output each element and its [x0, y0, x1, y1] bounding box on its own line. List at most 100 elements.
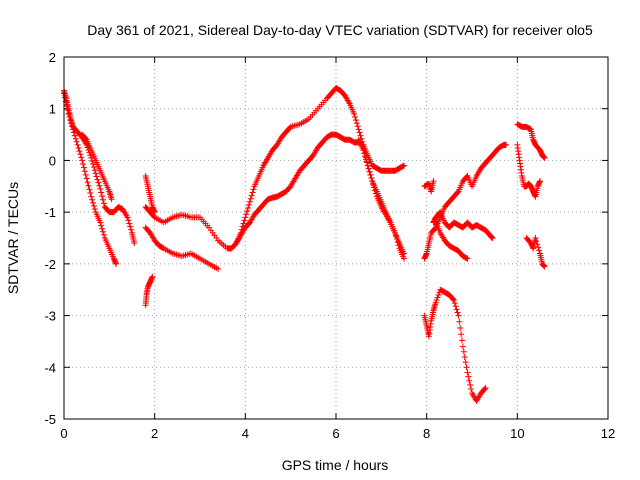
data-point — [362, 156, 369, 163]
data-point — [481, 386, 488, 393]
data-point — [100, 231, 107, 238]
data-point — [434, 294, 441, 301]
data-point — [400, 163, 407, 170]
data-point — [99, 225, 106, 232]
data-point — [69, 123, 76, 130]
data-point — [90, 199, 97, 206]
data-point — [459, 337, 466, 344]
data-point — [354, 123, 361, 130]
data-point — [76, 148, 83, 155]
data-point — [453, 306, 460, 313]
data-point — [527, 125, 534, 132]
series-arc-i — [355, 136, 407, 257]
data-point — [241, 217, 248, 224]
data-point — [466, 377, 473, 384]
data-point — [465, 373, 472, 380]
y-axis-label: SDTVAR / TECUs — [5, 182, 21, 294]
data-point — [249, 189, 256, 196]
data-point — [358, 135, 365, 142]
data-point — [63, 102, 70, 109]
y-tick-label: -4 — [44, 360, 56, 375]
data-point — [362, 153, 369, 160]
data-point — [64, 106, 71, 113]
data-point — [90, 161, 97, 168]
data-point — [435, 291, 442, 298]
data-point — [351, 110, 358, 117]
data-point — [97, 219, 104, 226]
y-tick-label: 2 — [49, 50, 56, 65]
data-point — [65, 110, 72, 117]
data-point — [94, 176, 101, 183]
data-point — [467, 381, 474, 388]
data-point — [113, 260, 120, 267]
data-point — [245, 205, 252, 212]
data-point — [401, 250, 407, 257]
data-point — [541, 263, 548, 270]
data-point — [449, 296, 456, 303]
x-tick-label: 0 — [60, 426, 67, 441]
series-arc-j — [421, 286, 489, 404]
data-point — [95, 179, 102, 186]
data-point — [92, 170, 99, 177]
data-point — [361, 150, 368, 157]
data-point — [532, 235, 539, 241]
series-arc-e — [142, 131, 407, 252]
data-point — [535, 244, 542, 251]
data-point — [96, 182, 103, 189]
data-point — [127, 223, 134, 230]
data-point — [91, 167, 98, 174]
data-point — [533, 238, 540, 245]
series-arc-q — [523, 235, 548, 270]
data-point — [536, 247, 543, 254]
series-arc-f — [142, 224, 222, 273]
data-point — [430, 178, 437, 185]
data-point — [125, 217, 132, 224]
data-point — [244, 208, 251, 215]
data-point — [98, 222, 105, 229]
y-tick-label: -3 — [44, 309, 56, 324]
data-point — [80, 164, 87, 171]
data-point — [66, 113, 73, 120]
data-point — [463, 364, 470, 371]
data-point — [99, 228, 106, 235]
data-point — [239, 223, 246, 230]
data-point — [364, 162, 371, 169]
data-point — [541, 154, 548, 161]
data-point — [360, 147, 367, 154]
y-tick-label: 0 — [49, 153, 56, 168]
data-point — [99, 196, 106, 203]
data-point — [401, 162, 407, 169]
data-point — [82, 135, 89, 142]
data-point — [432, 299, 439, 306]
data-point — [451, 300, 458, 307]
data-point — [238, 226, 245, 233]
data-point — [68, 120, 75, 127]
data-point — [61, 94, 68, 101]
data-point — [245, 201, 252, 208]
data-point — [459, 343, 466, 350]
data-point — [100, 200, 107, 207]
data-point — [368, 175, 375, 182]
data-point — [248, 192, 255, 199]
data-point — [503, 141, 509, 148]
data-point — [97, 185, 104, 192]
data-point — [81, 168, 88, 175]
data-point — [83, 175, 90, 182]
data-point — [243, 211, 250, 218]
x-tick-label: 10 — [510, 426, 524, 441]
data-point — [460, 348, 467, 355]
grid — [64, 57, 608, 419]
series-arc-k — [421, 178, 437, 195]
data-point — [537, 178, 543, 185]
data-point — [124, 214, 131, 221]
data-point — [489, 235, 496, 241]
data-point — [357, 132, 364, 139]
data-point — [433, 297, 440, 304]
data-point — [70, 129, 77, 136]
data-point — [79, 157, 86, 164]
data-point — [363, 159, 370, 166]
data-point — [461, 353, 468, 360]
data-point — [240, 220, 247, 227]
data-point — [247, 195, 254, 202]
